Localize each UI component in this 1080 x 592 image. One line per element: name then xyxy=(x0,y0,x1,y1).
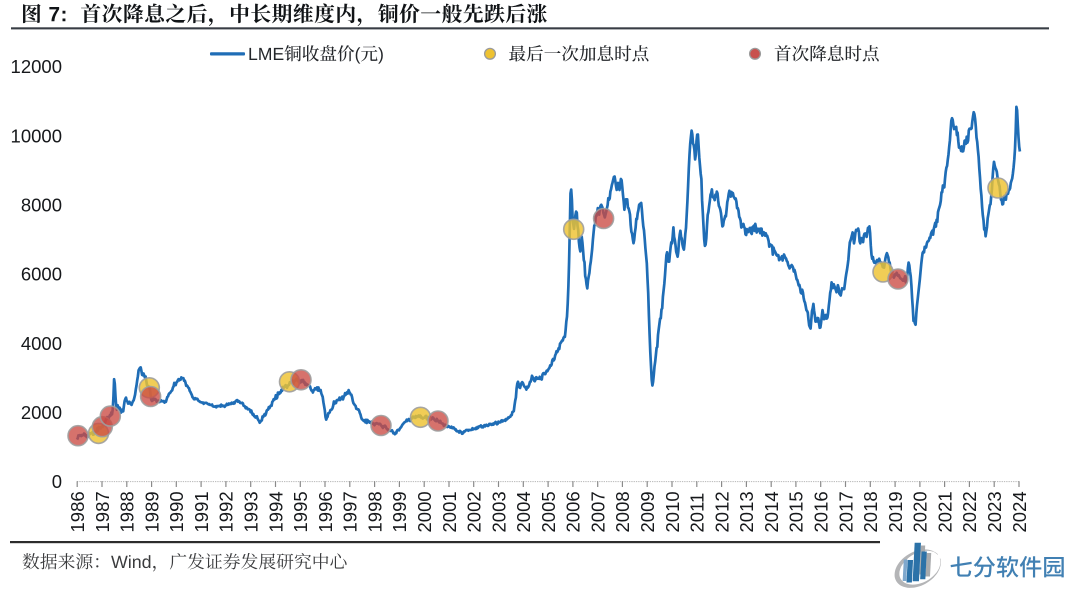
svg-text:12000: 12000 xyxy=(11,56,62,77)
svg-text:1998: 1998 xyxy=(364,491,385,532)
svg-text:1987: 1987 xyxy=(92,491,113,532)
svg-text:1990: 1990 xyxy=(166,491,187,532)
svg-text:10000: 10000 xyxy=(11,125,62,146)
svg-text:2000: 2000 xyxy=(21,402,62,423)
svg-text:1986: 1986 xyxy=(67,491,88,532)
svg-text:2022: 2022 xyxy=(959,491,980,532)
svg-text:2007: 2007 xyxy=(588,491,609,532)
svg-text:2021: 2021 xyxy=(934,491,955,532)
svg-text:2018: 2018 xyxy=(860,491,881,532)
svg-text:2005: 2005 xyxy=(538,491,559,532)
svg-text:2011: 2011 xyxy=(687,493,708,533)
svg-text:2016: 2016 xyxy=(811,491,832,532)
svg-text:2008: 2008 xyxy=(612,491,633,532)
svg-text:1989: 1989 xyxy=(141,491,162,532)
svg-text:2006: 2006 xyxy=(563,491,584,532)
svg-text:6000: 6000 xyxy=(21,264,62,285)
svg-text:2020: 2020 xyxy=(910,491,931,532)
svg-text:2023: 2023 xyxy=(984,491,1005,532)
svg-text:2002: 2002 xyxy=(464,491,485,532)
svg-text:2017: 2017 xyxy=(835,491,856,532)
svg-text:1999: 1999 xyxy=(389,491,410,532)
svg-text:1992: 1992 xyxy=(216,491,237,532)
svg-text:0: 0 xyxy=(52,471,62,492)
svg-text:2000: 2000 xyxy=(414,491,435,532)
svg-text:2024: 2024 xyxy=(1009,491,1030,532)
svg-text:2019: 2019 xyxy=(885,491,906,532)
svg-text:8000: 8000 xyxy=(21,195,62,216)
svg-text:1994: 1994 xyxy=(265,491,286,532)
svg-text:1995: 1995 xyxy=(290,491,311,532)
svg-text:1988: 1988 xyxy=(117,491,138,532)
svg-text:2014: 2014 xyxy=(761,491,782,532)
svg-text:1991: 1991 xyxy=(191,491,212,532)
svg-text:2009: 2009 xyxy=(637,491,658,532)
svg-text:2004: 2004 xyxy=(513,491,534,532)
svg-text:2001: 2001 xyxy=(439,491,460,532)
svg-text:2003: 2003 xyxy=(488,491,509,532)
svg-text:1997: 1997 xyxy=(340,491,361,532)
svg-text:4000: 4000 xyxy=(21,333,62,354)
svg-text:1993: 1993 xyxy=(241,491,262,532)
svg-text:1996: 1996 xyxy=(315,491,336,532)
svg-text:2010: 2010 xyxy=(662,491,683,532)
svg-text:2015: 2015 xyxy=(786,491,807,532)
svg-text:2012: 2012 xyxy=(711,491,732,532)
svg-text:2013: 2013 xyxy=(736,491,757,532)
